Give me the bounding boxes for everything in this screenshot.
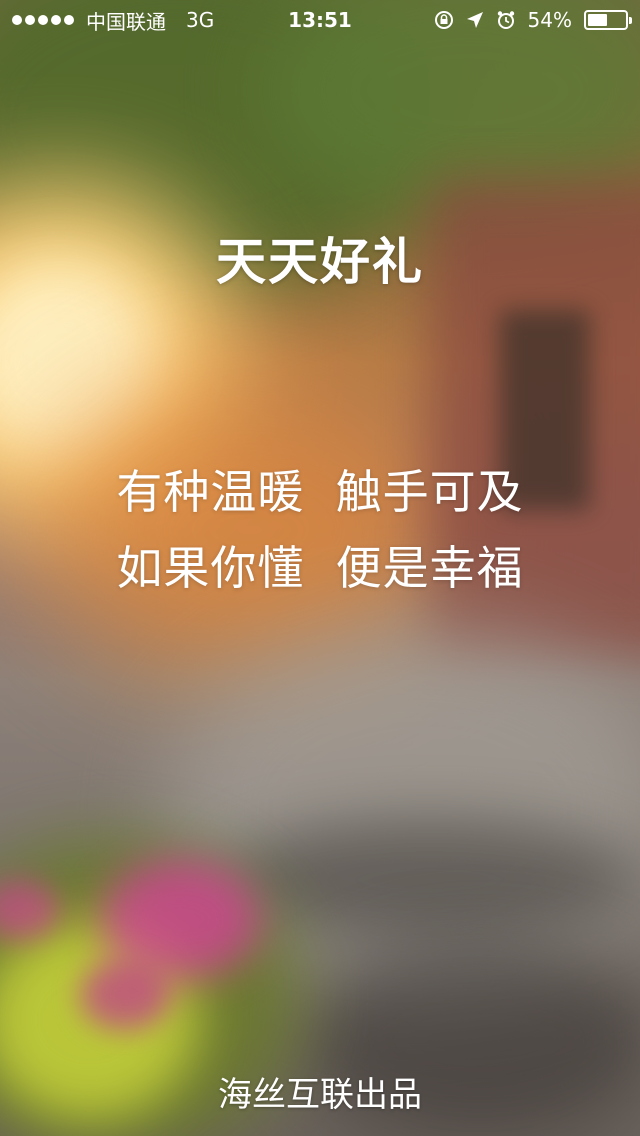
orientation-lock-icon: [434, 10, 454, 30]
battery-icon: [584, 10, 632, 30]
app-title: 天天好礼: [216, 233, 424, 291]
location-arrow-icon: [466, 11, 484, 29]
signal-dots-icon: [12, 15, 74, 25]
slogan-line-1: 有种温暖 触手可及: [116, 465, 524, 519]
publisher-credit: 海丝互联出品: [218, 1075, 422, 1115]
status-bar: 中国联通 3G 13:51: [0, 0, 640, 40]
slogan-line-2: 如果你懂 便是幸福: [116, 541, 524, 595]
battery-percent: 54%: [527, 8, 572, 32]
carrier-label: 中国联通: [86, 9, 166, 34]
network-type: 3G: [186, 8, 215, 32]
alarm-icon: [496, 10, 516, 30]
